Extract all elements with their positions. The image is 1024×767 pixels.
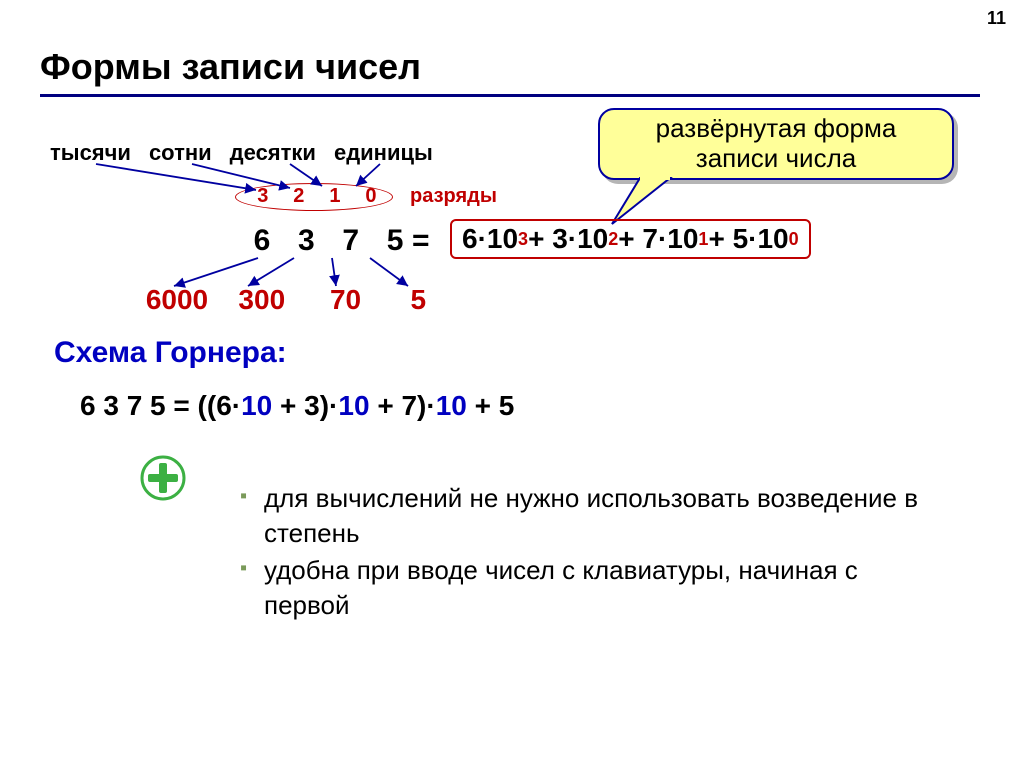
digit-5: 5 [377,224,413,258]
callout-line1: развёрнутая форма [600,114,952,144]
bullet-1: для вычислений не нужно использовать воз… [240,481,920,551]
exp1: 3 [518,229,528,250]
title-underline [40,94,980,97]
term1: 6·10 [462,223,518,255]
term4: + 5·10 [708,223,788,255]
equals-sign: = [412,224,430,258]
digit-3: 3 [288,224,324,258]
main-number: 6 3 7 5 [244,224,413,258]
h-ten3: 10 [436,390,467,421]
plus-icon [140,455,186,501]
val-5: 5 [393,284,443,316]
digit-6: 6 [244,224,280,258]
horner-expression: 6 3 7 5 = ((6·10 + 3)·10 + 7)·10 + 5 [80,390,514,422]
digit-positions: 3 2 1 0 [248,185,386,208]
val-6000: 6000 [136,284,218,316]
h-p2: + 3)· [272,390,338,421]
val-70: 70 [306,284,386,316]
place-labels: тысячи сотни десятки единицы [50,140,433,166]
term3: + 7·10 [618,223,698,255]
expanded-form-box: 6·103 + 3·102 + 7·101 + 5·100 [450,219,811,259]
label-hundreds: сотни [149,140,212,166]
pos-2: 2 [284,185,314,208]
pos-0: 0 [356,185,386,208]
val-300: 300 [226,284,298,316]
h-p1: ((6· [198,390,242,421]
positions-label: разряды [410,185,497,208]
callout-line2: записи числа [600,144,952,174]
pos-1: 1 [320,185,350,208]
label-thousands: тысячи [50,140,131,166]
h-ten1: 10 [241,390,272,421]
term2: + 3·10 [528,223,608,255]
h-ten2: 10 [338,390,369,421]
exp4: 0 [789,229,799,250]
place-values: 6000 300 70 5 [136,284,443,316]
h-p3: + 7)· [370,390,436,421]
pos-3: 3 [248,185,278,208]
exp3: 1 [698,229,708,250]
exp2: 2 [608,229,618,250]
bullet-2: удобна при вводе чисел с клавиатуры, нач… [240,553,920,623]
page-title: Формы записи чисел [40,46,421,88]
h-p4: + 5 [467,390,514,421]
horner-title: Схема Горнера: [54,336,287,370]
label-tens: десятки [230,140,316,166]
page-number: 11 [987,8,1006,29]
horner-lhs: 6 3 7 5 = [80,390,198,421]
callout-expanded-form: развёрнутая форма записи числа [598,108,954,180]
label-units: единицы [334,140,433,166]
digit-7: 7 [333,224,369,258]
advantages-list: для вычислений не нужно использовать воз… [200,481,920,625]
